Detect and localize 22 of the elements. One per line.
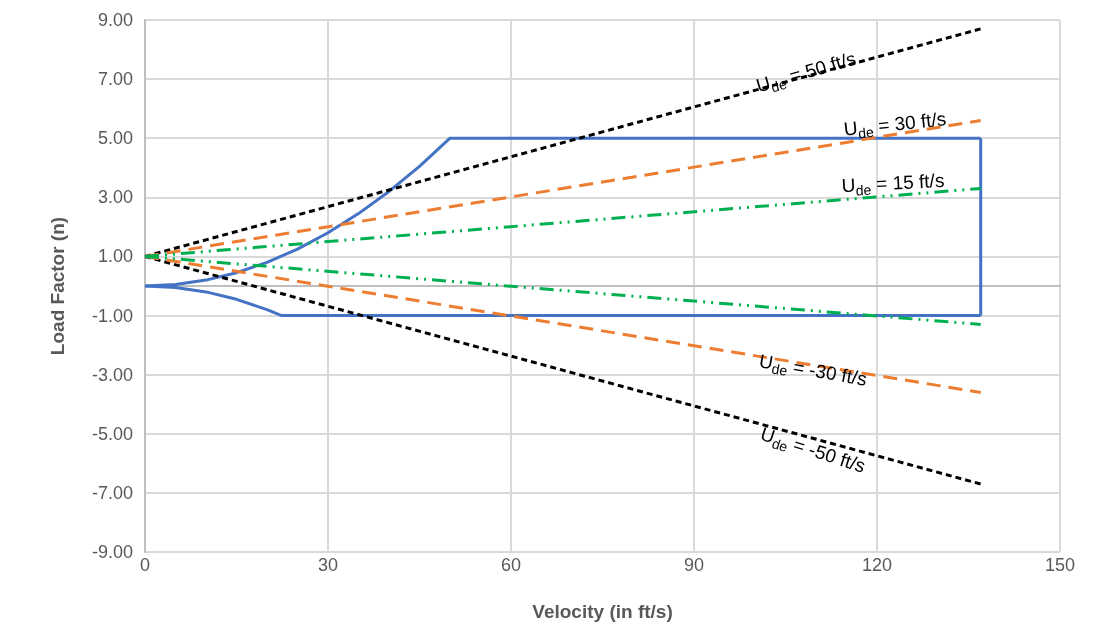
x-tick-label: 0	[139, 555, 151, 575]
x-tick-label: 60	[500, 555, 522, 575]
x-tick-label: 120	[861, 555, 893, 575]
y-tick-label: 1.00	[97, 246, 133, 267]
annotation: Ude = -30 ft/s	[757, 350, 869, 390]
x-tick-label: 150	[1044, 555, 1076, 575]
y-tick-label: 3.00	[97, 187, 133, 208]
y-tick-label: 9.00	[97, 10, 133, 30]
y-tick-label: -9.00	[91, 542, 133, 562]
y-tick-label: 7.00	[97, 69, 133, 90]
annotation: Ude = 30 ft/s	[842, 108, 948, 142]
y-tick-label: -3.00	[91, 364, 133, 385]
y-tick-label: -7.00	[91, 482, 133, 503]
y-tick-label: -5.00	[91, 423, 133, 444]
y-tick-label: -1.00	[91, 305, 133, 326]
y-tick-label: 5.00	[97, 128, 133, 149]
y-axis-title: Load Factor (n)	[47, 216, 68, 356]
x-tick-label: 90	[683, 555, 705, 575]
x-tick-label: 30	[317, 555, 339, 575]
annotation: Ude = -50 ft/s	[757, 423, 869, 477]
x-axis-title: Velocity (in ft/s)	[532, 601, 673, 622]
annotation: Ude = 15 ft/s	[841, 169, 945, 199]
